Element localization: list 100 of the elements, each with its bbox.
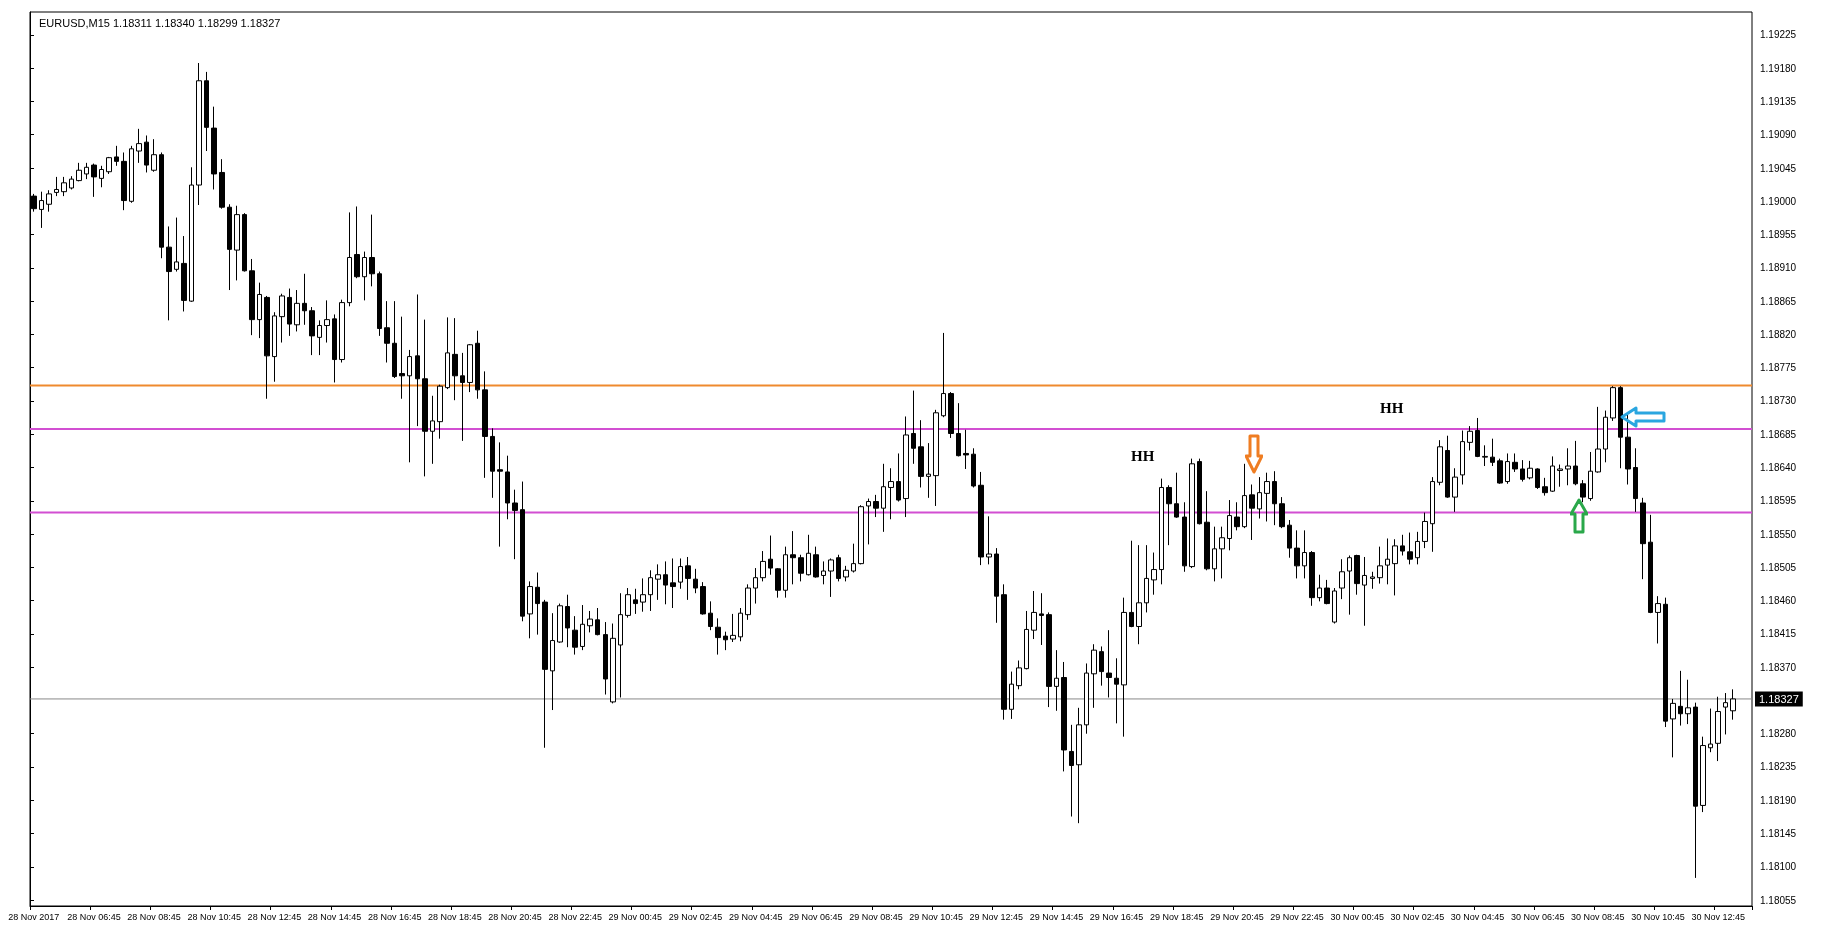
candlestick	[445, 316, 450, 390]
candlestick	[76, 162, 82, 182]
y-tick-label: 1.18550	[1760, 528, 1797, 540]
x-tick-label: 28 Nov 22:45	[548, 911, 602, 922]
candlestick	[437, 384, 443, 440]
candlestick	[1377, 546, 1383, 585]
candlestick	[99, 165, 104, 188]
candlestick	[1332, 587, 1337, 625]
x-tick-label: 30 Nov 04:45	[1450, 911, 1505, 922]
x-tick-label: 29 Nov 04:45	[728, 911, 783, 922]
candlestick	[490, 427, 495, 499]
candlestick	[1024, 610, 1029, 670]
candlestick	[136, 128, 142, 164]
candlestick	[851, 543, 856, 574]
candlestick	[1249, 484, 1255, 541]
candlestick	[806, 534, 811, 576]
candlestick	[1527, 460, 1533, 480]
candlestick	[790, 530, 796, 585]
x-tick-label: 29 Nov 00:45	[608, 911, 663, 922]
candlestick	[542, 599, 548, 749]
y-tick-label: 1.18190	[1760, 794, 1797, 806]
candlestick	[520, 481, 525, 622]
candlestick	[1392, 538, 1398, 596]
annotation: HH	[1131, 447, 1155, 464]
x-tick-label: 30 Nov 10:45	[1631, 911, 1685, 922]
candlestick	[1339, 558, 1345, 600]
y-tick-label: 1.18640	[1760, 462, 1797, 473]
candlestick	[693, 568, 698, 594]
candlestick	[753, 567, 758, 605]
candlestick	[994, 547, 999, 624]
candlestick	[39, 191, 44, 229]
candlestick	[1039, 592, 1044, 646]
candlestick	[603, 621, 608, 696]
candlestick	[821, 560, 826, 585]
candlestick	[129, 145, 134, 204]
candlestick	[497, 441, 503, 548]
candlestick	[1482, 444, 1488, 467]
candlestick	[798, 554, 804, 582]
y-tick-label: 1.18910	[1760, 262, 1797, 274]
candlestick	[1099, 645, 1104, 687]
candlestick	[1670, 698, 1676, 758]
candlestick	[783, 546, 788, 599]
x-tick-label: 30 Nov 00:45	[1330, 911, 1384, 922]
candlestick	[415, 293, 420, 427]
y-tick-label: 1.18145	[1760, 828, 1797, 840]
candlestick	[1279, 496, 1285, 529]
x-tick-label: 28 Nov 06:45	[67, 911, 121, 922]
candlestick	[1385, 537, 1390, 585]
y-tick-label: 1.18370	[1760, 661, 1797, 673]
x-tick-label: 29 Nov 06:45	[789, 911, 843, 922]
candlestick	[227, 203, 232, 291]
candlestick	[685, 556, 691, 601]
candlestick	[933, 409, 939, 507]
candlestick	[1452, 467, 1458, 513]
candlestick	[1144, 544, 1149, 613]
candlestick	[663, 560, 668, 605]
candlestick	[1565, 447, 1571, 486]
candlestick	[1302, 529, 1307, 579]
x-tick-label: 28 Nov 2017	[8, 911, 60, 922]
candlestick	[1618, 385, 1623, 469]
candlestick	[1227, 499, 1232, 551]
candlestick	[1189, 458, 1195, 569]
candlestick	[1166, 484, 1172, 546]
candlestick	[377, 271, 382, 337]
candlestick	[309, 306, 315, 356]
candlestick	[550, 612, 555, 711]
y-tick-label: 1.19045	[1760, 162, 1797, 174]
x-tick-label: 28 Nov 10:45	[187, 911, 241, 922]
candlestick	[1437, 439, 1443, 486]
candlestick	[317, 319, 322, 356]
candlestick	[1114, 657, 1119, 724]
x-tick-label: 30 Nov 08:45	[1571, 911, 1625, 922]
candlestick	[1084, 662, 1089, 735]
candlestick	[903, 415, 909, 518]
candlestick	[460, 352, 465, 442]
candlestick	[61, 176, 67, 197]
candlestick	[775, 567, 781, 599]
candlestick	[858, 504, 864, 565]
y-tick-label: 1.18820	[1760, 328, 1797, 340]
candlestick	[69, 175, 74, 190]
candlestick	[618, 592, 623, 698]
candlestick	[1422, 512, 1428, 549]
candlestick	[1001, 583, 1007, 721]
candlestick	[1106, 629, 1112, 698]
candlestick	[911, 390, 916, 465]
y-tick-label: 1.19225	[1760, 29, 1797, 41]
candlestick	[196, 62, 202, 206]
y-tick-label: 1.19000	[1760, 195, 1797, 207]
candlestick	[287, 288, 292, 337]
candlestick	[1204, 490, 1210, 571]
candlestick	[813, 546, 819, 579]
candlestick	[678, 557, 683, 590]
y-tick-label: 1.18505	[1760, 561, 1797, 573]
candlestick	[362, 251, 367, 301]
candlestick	[1700, 736, 1706, 813]
candlestick	[84, 162, 89, 180]
candlestick	[1129, 540, 1134, 628]
candlestick	[257, 282, 262, 339]
x-tick-label: 29 Nov 20:45	[1210, 911, 1264, 922]
candlestick	[1407, 532, 1413, 565]
